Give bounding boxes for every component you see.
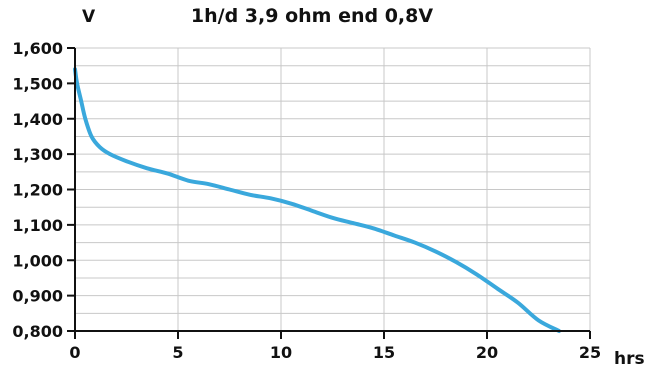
x-tick-label: 20 [476,343,498,362]
y-tick-label: 0,900 [12,287,63,306]
x-tick-label: 15 [373,343,395,362]
x-axis-label: hrs [614,349,645,369]
x-tick-label: 25 [579,343,601,362]
x-tick-label: 5 [172,343,183,362]
series-line [75,69,559,331]
y-tick-label: 1,000 [12,251,63,270]
chart-title: 1h/d 3,9 ohm end 0,8V [191,5,433,27]
y-tick-label: 1,100 [12,216,63,235]
y-tick-label: 1,600 [12,39,63,58]
y-tick-label: 1,300 [12,145,63,164]
y-tick-label: 1,500 [12,74,63,93]
grid [75,48,590,331]
y-axis-label: V [82,7,96,27]
y-tick-label: 1,400 [12,110,63,129]
x-tick-label: 0 [69,343,80,362]
y-tick-label: 0,800 [12,322,63,341]
y-tick-label: 1,200 [12,181,63,200]
x-tick-label: 10 [270,343,292,362]
